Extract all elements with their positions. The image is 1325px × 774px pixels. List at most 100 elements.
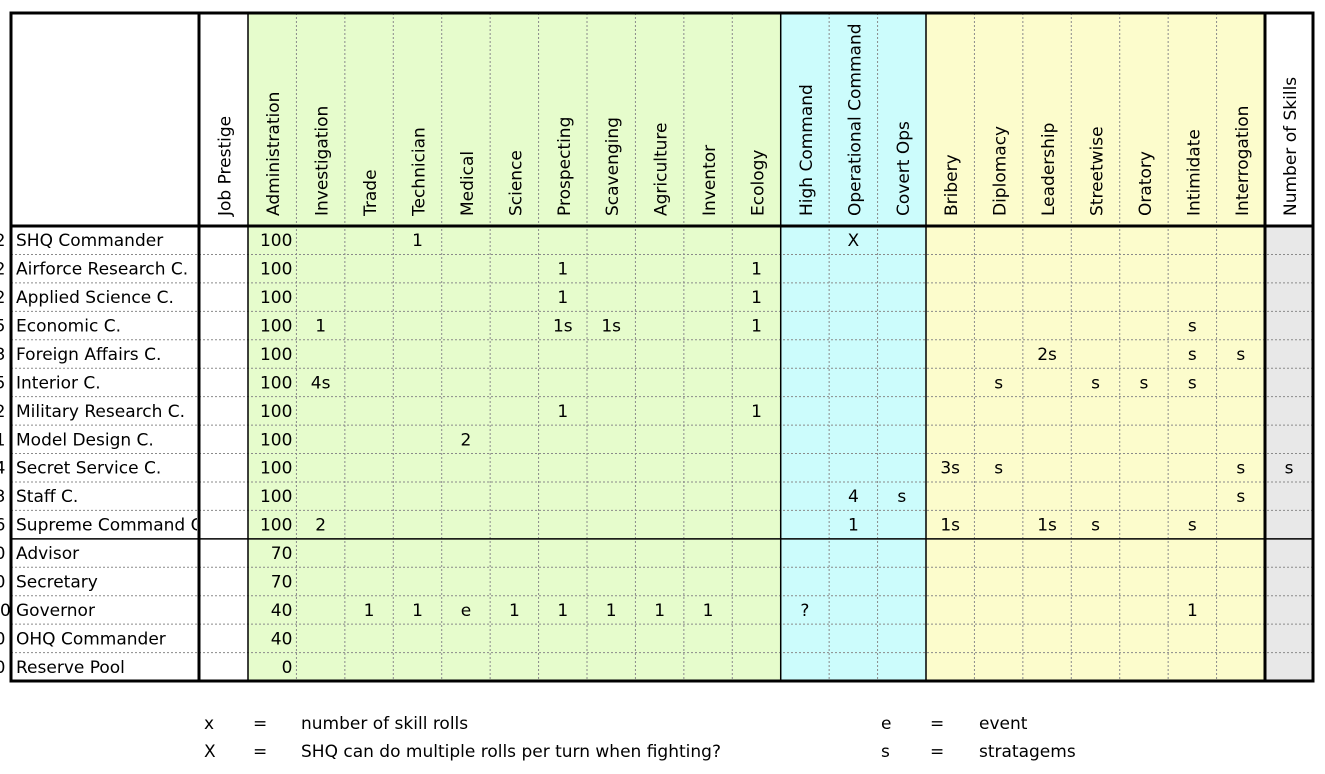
cell-value: 2: [0, 231, 5, 251]
cell-value: 3: [0, 487, 5, 507]
cell-value: s: [1188, 317, 1197, 337]
legend-equals: =: [253, 714, 268, 734]
cell-value: X: [848, 231, 860, 251]
column-fill: [393, 13, 442, 681]
legend-text: stratagems: [979, 742, 1076, 762]
cell-value: s: [1139, 373, 1148, 393]
cell-value: 1s: [601, 317, 621, 337]
column-fill: [732, 13, 781, 681]
column-header: Scavenging: [603, 117, 623, 216]
legend-equals: =: [930, 714, 945, 734]
column-fill: [490, 13, 539, 681]
cell-value: 2s: [1037, 345, 1057, 365]
cell-value: 1: [557, 601, 568, 621]
cell-value: 1: [848, 516, 859, 536]
row-label: Economic C.: [16, 317, 121, 337]
cell-value: s: [1236, 345, 1245, 365]
cell-value: 2: [0, 402, 5, 422]
cell-value: 100: [260, 260, 292, 280]
row-label: Military Research C.: [16, 402, 185, 422]
row-label: Airforce Research C.: [16, 260, 188, 280]
row-label: Foreign Affairs C.: [16, 345, 161, 365]
cell-value: 2: [0, 288, 5, 308]
table-border: [9, 11, 1315, 683]
column-fill: [635, 13, 684, 681]
column-header: Bribery: [942, 154, 962, 216]
column-header: Leadership: [1039, 123, 1059, 216]
legend-text: number of skill rolls: [301, 714, 469, 734]
row-label: Interior C.: [16, 373, 101, 393]
legend-text: SHQ can do multiple rolls per turn when …: [301, 742, 721, 762]
legend-symbol: s: [881, 742, 890, 762]
cell-value: 1: [751, 288, 762, 308]
column-header: Administration: [264, 92, 284, 216]
cell-value: 1: [412, 601, 423, 621]
cell-value: 40: [271, 601, 293, 621]
cell-value: 1: [606, 601, 617, 621]
cell-value: 1: [315, 317, 326, 337]
cell-value: 1s: [940, 516, 960, 536]
column-header: Operational Command: [845, 23, 865, 216]
column-fill: [1071, 13, 1120, 681]
cell-value: 1: [557, 288, 568, 308]
column-header: Ecology: [749, 150, 769, 216]
cell-value: 100: [260, 459, 292, 479]
column-fill: [974, 13, 1023, 681]
cell-value: 100: [260, 345, 292, 365]
cell-value: 5: [0, 373, 5, 393]
column-header: Investigation: [313, 106, 333, 216]
row-label: Applied Science C.: [16, 288, 174, 308]
cell-value: 1: [412, 231, 423, 251]
row-label: Supreme Command C.: [16, 516, 208, 536]
row-label: OHQ Commander: [16, 629, 166, 649]
column-header: Prospecting: [555, 117, 575, 216]
cell-value: 2: [461, 430, 472, 450]
legend-equals: =: [930, 742, 945, 762]
column-fill: [1022, 13, 1072, 681]
column-header: Trade: [361, 169, 381, 217]
row-label: Model Design C.: [16, 430, 154, 450]
cell-value: 1: [364, 601, 375, 621]
cell-value: s: [994, 459, 1003, 479]
cell-value: 1: [703, 601, 714, 621]
column-header: Streetwise: [1088, 126, 1108, 216]
cell-value: 3s: [940, 459, 960, 479]
legend: x = number of skill rolls X = SHQ can do…: [0, 700, 1325, 774]
row-label: Secret Service C.: [16, 459, 161, 479]
cell-value: 100: [260, 516, 292, 536]
legend-equals: =: [253, 742, 268, 762]
cell-value: s: [994, 373, 1003, 393]
cell-value: 1: [0, 430, 5, 450]
cell-value: 4: [848, 487, 859, 507]
cell-value: s: [1188, 516, 1197, 536]
column-fill: [829, 13, 878, 681]
cell-value: 1s: [1037, 516, 1057, 536]
cell-value: 1: [654, 601, 665, 621]
cell-value: 100: [260, 288, 292, 308]
legend-text: event: [979, 714, 1028, 734]
cell-value: 2: [0, 260, 5, 280]
cell-value: s: [1188, 373, 1197, 393]
cell-value: 0: [0, 658, 5, 678]
cell-value: 40: [271, 629, 293, 649]
column-header: Technician: [410, 127, 430, 217]
cell-value: 1: [751, 317, 762, 337]
cell-value: 1: [557, 260, 568, 280]
column-fill: [780, 13, 830, 681]
row-label: Governor: [16, 601, 95, 621]
column-header: Covert Ops: [894, 121, 914, 216]
cell-value: s: [1236, 459, 1245, 479]
column-header: Oratory: [1136, 151, 1156, 216]
row-label: Reserve Pool: [16, 658, 125, 678]
column-header: Inventor: [700, 145, 720, 216]
column-header: High Command: [797, 84, 817, 216]
column-fill: [248, 13, 297, 681]
cell-value: 100: [260, 430, 292, 450]
row-label: Secretary: [16, 572, 98, 592]
column-fill: [587, 13, 636, 681]
cell-value: ?: [800, 601, 809, 621]
column-fill: [344, 13, 394, 681]
cell-value: 0: [0, 544, 5, 564]
cell-value: s: [1091, 373, 1100, 393]
column-fill: [926, 13, 975, 681]
